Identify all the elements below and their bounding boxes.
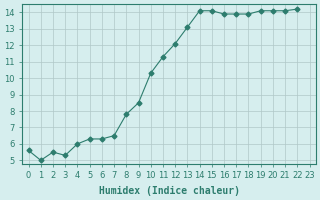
X-axis label: Humidex (Indice chaleur): Humidex (Indice chaleur)	[99, 186, 240, 196]
